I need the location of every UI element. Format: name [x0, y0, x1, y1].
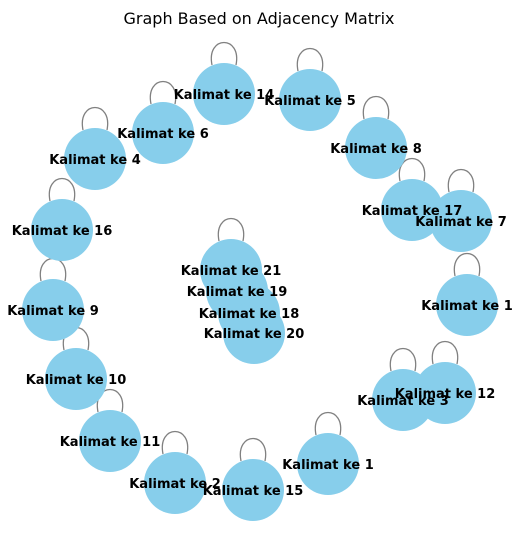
graph-node	[132, 102, 194, 164]
node-label: Kalimat ke 12	[395, 387, 496, 402]
self-loop-edge	[48, 177, 76, 202]
self-loop-edge	[39, 257, 67, 282]
node-label: Kalimat ke 20	[204, 327, 305, 342]
node-label: Kalimat ke 11	[60, 435, 161, 450]
graph-title: Graph Based on Adjacency Matrix	[124, 9, 395, 28]
graph-node	[144, 452, 206, 514]
self-loop-edge	[453, 252, 481, 277]
graph-node	[22, 279, 84, 341]
graph-node	[223, 302, 285, 364]
self-loop-edge	[398, 157, 426, 182]
node-label: Kalimat ke 18	[199, 307, 300, 322]
self-loop-edge	[431, 340, 459, 365]
graph-node	[436, 274, 498, 336]
self-loop-edge	[296, 47, 324, 72]
graph-node	[45, 348, 107, 410]
node-layer	[22, 63, 498, 521]
self-loop-edge	[81, 106, 109, 131]
node-label: Kalimat ke 3	[357, 394, 449, 409]
node-label: Kalimat ke 5	[264, 94, 356, 109]
node-label: Kalimat ke 17	[362, 204, 463, 219]
node-label: Kalimat ke 19	[187, 285, 288, 300]
graph-node	[279, 69, 341, 131]
node-label: Kalimat ke 1	[421, 299, 513, 314]
node-label: Kalimat ke 16	[12, 224, 113, 239]
node-label: Kalimat ke 21	[181, 264, 282, 279]
self-loop-edge	[161, 430, 189, 455]
graph-node	[430, 190, 492, 252]
self-loop-edge	[447, 168, 475, 193]
node-label: Kalimat ke 9	[7, 304, 99, 319]
graph-node	[297, 433, 359, 495]
self-loop-edge	[210, 41, 238, 66]
self-loop-edge	[239, 437, 267, 462]
graph-node	[372, 369, 434, 431]
node-label: Kalimat ke 1	[282, 458, 374, 473]
self-loop-edge	[314, 411, 342, 436]
node-label: Kalimat ke 14	[174, 88, 275, 103]
node-label: Kalimat ke 15	[203, 484, 304, 499]
self-loop-edge	[389, 347, 417, 372]
graph-node	[79, 410, 141, 472]
graph-node	[222, 459, 284, 521]
node-label: Kalimat ke 6	[117, 127, 209, 142]
self-loop-edge	[217, 217, 245, 242]
graph-node	[381, 179, 443, 241]
node-label: Kalimat ke 10	[26, 373, 127, 388]
graph-node	[64, 128, 126, 190]
self-loop-edge	[362, 95, 390, 120]
self-loop-edge	[149, 80, 177, 105]
node-label: Kalimat ke 8	[330, 142, 422, 157]
graph-node	[345, 117, 407, 179]
graph-node	[31, 199, 93, 261]
node-label: Kalimat ke 4	[49, 153, 141, 168]
self-loop-layer	[39, 41, 481, 462]
node-label: Kalimat ke 7	[415, 215, 507, 230]
graph-node	[193, 63, 255, 125]
self-loop-edge	[96, 388, 124, 413]
node-label: Kalimat ke 2	[129, 477, 221, 492]
